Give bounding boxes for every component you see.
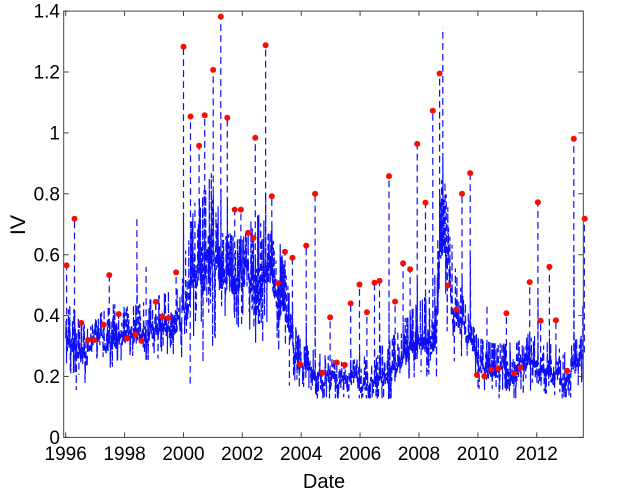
svg-text:2002: 2002 xyxy=(221,444,263,465)
svg-text:2006: 2006 xyxy=(339,444,381,465)
svg-text:0.2: 0.2 xyxy=(34,367,60,388)
svg-text:2000: 2000 xyxy=(162,444,204,465)
svg-text:0: 0 xyxy=(49,428,60,449)
svg-text:1998: 1998 xyxy=(103,444,145,465)
svg-text:0.8: 0.8 xyxy=(34,184,60,205)
svg-text:2012: 2012 xyxy=(516,444,558,465)
svg-text:1996: 1996 xyxy=(45,444,87,465)
svg-text:1: 1 xyxy=(49,124,60,145)
svg-text:0.4: 0.4 xyxy=(34,306,61,327)
svg-text:IV: IV xyxy=(6,214,30,235)
svg-text:1.2: 1.2 xyxy=(34,63,60,84)
svg-text:2008: 2008 xyxy=(398,444,440,465)
svg-text:2010: 2010 xyxy=(457,444,499,465)
svg-text:2004: 2004 xyxy=(280,444,323,465)
svg-text:Date: Date xyxy=(303,471,345,492)
svg-text:0.6: 0.6 xyxy=(34,245,60,266)
svg-text:1.4: 1.4 xyxy=(34,2,61,23)
